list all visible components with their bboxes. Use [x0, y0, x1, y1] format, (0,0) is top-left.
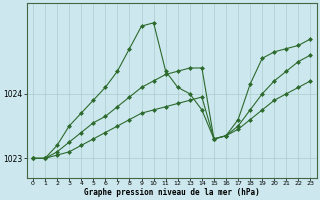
X-axis label: Graphe pression niveau de la mer (hPa): Graphe pression niveau de la mer (hPa)	[84, 188, 260, 197]
